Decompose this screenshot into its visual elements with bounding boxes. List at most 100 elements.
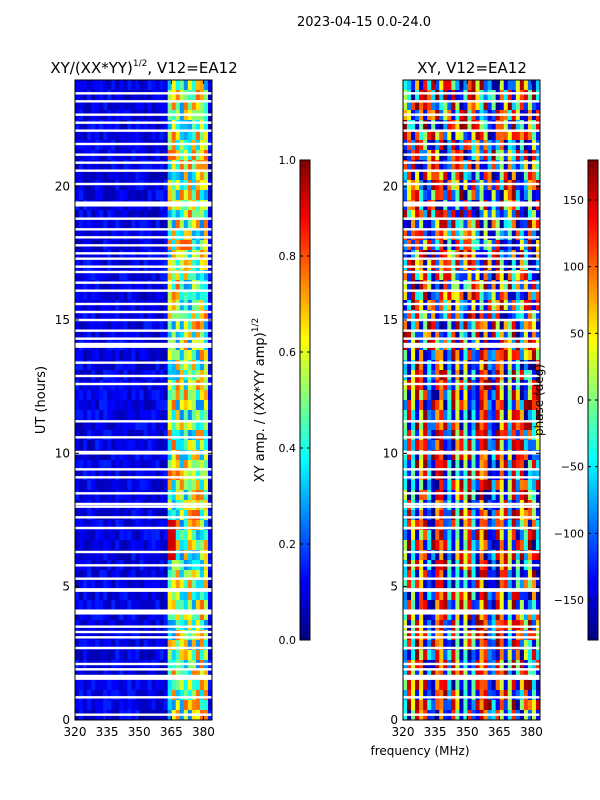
amplitude-cell bbox=[147, 480, 152, 491]
phase-cell bbox=[459, 590, 464, 601]
phase-cell bbox=[475, 350, 480, 361]
amplitude-cell bbox=[155, 550, 161, 561]
amplitude-cell bbox=[95, 440, 100, 451]
amplitude-cell bbox=[119, 580, 124, 591]
phase-cell bbox=[471, 540, 476, 551]
phase-cell bbox=[511, 540, 517, 551]
phase-cell bbox=[451, 220, 456, 231]
phase-cell bbox=[423, 120, 428, 131]
amplitude-cell bbox=[111, 630, 116, 641]
amplitude-cell bbox=[203, 360, 209, 371]
amplitude-cell bbox=[79, 510, 84, 521]
phase-cell bbox=[455, 690, 460, 701]
phase-cell bbox=[515, 300, 521, 311]
phase-cell bbox=[439, 630, 444, 641]
phase-cell bbox=[415, 130, 420, 141]
phase-cell bbox=[475, 650, 480, 661]
amplitude-cell bbox=[127, 470, 132, 481]
phase-cell bbox=[511, 470, 517, 481]
phase-cell bbox=[423, 400, 428, 411]
phase-cell bbox=[503, 500, 509, 511]
phase-cell bbox=[519, 570, 525, 581]
phase-flag-line bbox=[403, 630, 540, 634]
amplitude-cell bbox=[195, 360, 201, 371]
phase-flag-line bbox=[403, 612, 540, 615]
phase-cell bbox=[495, 90, 501, 101]
phase-cell bbox=[451, 130, 456, 141]
amplitude-cell bbox=[207, 490, 213, 501]
amplitude-cell bbox=[147, 630, 152, 641]
phase-cell bbox=[467, 470, 472, 481]
phase-cell bbox=[527, 620, 533, 631]
amplitude-cell bbox=[143, 230, 148, 241]
amplitude-cell bbox=[171, 630, 177, 641]
phase-cell bbox=[499, 630, 505, 641]
amplitude-cell bbox=[127, 580, 132, 591]
phase-cell bbox=[531, 330, 537, 341]
phase-cell bbox=[495, 300, 501, 311]
phase-cell bbox=[507, 350, 513, 361]
amplitude-cell bbox=[179, 490, 185, 501]
amplitude-cell bbox=[95, 270, 100, 281]
phase-cell bbox=[403, 680, 408, 691]
phase-cell bbox=[419, 320, 424, 331]
phase-cell bbox=[479, 700, 484, 711]
phase-cell bbox=[515, 90, 521, 101]
amplitude-cell bbox=[207, 470, 213, 481]
phase-cell bbox=[503, 250, 509, 261]
phase-cell bbox=[467, 490, 472, 501]
amplitude-cell bbox=[135, 250, 140, 261]
amplitude-cell bbox=[99, 500, 104, 511]
phase-cell bbox=[411, 570, 416, 581]
amplitude-cell bbox=[139, 170, 144, 181]
phase-cell bbox=[403, 100, 408, 111]
phase-cell bbox=[451, 530, 456, 541]
amplitude-cell bbox=[91, 520, 96, 531]
amplitude-cell bbox=[75, 590, 80, 601]
amplitude-cell bbox=[187, 440, 193, 451]
phase-cell bbox=[495, 430, 501, 441]
amplitude-cell bbox=[199, 420, 205, 431]
phase-cell bbox=[507, 600, 513, 611]
amplitude-cell bbox=[143, 90, 148, 101]
phase-cell bbox=[491, 520, 497, 531]
phase-cell bbox=[503, 270, 509, 281]
phase-cell bbox=[435, 590, 440, 601]
phase-cell bbox=[527, 190, 533, 201]
amplitude-cell bbox=[207, 390, 213, 401]
amplitude-cell bbox=[127, 630, 132, 641]
phase-cell bbox=[455, 170, 460, 181]
phase-cell bbox=[479, 320, 484, 331]
amplitude-cell bbox=[199, 430, 205, 441]
amplitude-cell bbox=[123, 290, 128, 301]
phase-cell bbox=[423, 630, 428, 641]
phase-cell bbox=[495, 640, 501, 651]
phase-cell bbox=[455, 630, 460, 641]
phase-cell bbox=[507, 640, 513, 651]
phase-flag-line bbox=[403, 182, 540, 186]
phase-cell bbox=[527, 360, 533, 371]
amplitude-cell bbox=[87, 290, 92, 301]
amplitude-cell bbox=[147, 520, 152, 531]
phase-cell bbox=[479, 520, 484, 531]
phase-cell bbox=[463, 310, 468, 321]
amplitude-cell bbox=[79, 250, 84, 261]
phase-flag-line bbox=[403, 252, 540, 255]
phase-flag-line bbox=[403, 302, 540, 306]
phase-cell bbox=[451, 620, 456, 631]
phase-cell bbox=[527, 410, 533, 421]
phase-cell bbox=[491, 570, 497, 581]
amplitude-cell bbox=[187, 280, 193, 291]
amplitude-cell bbox=[175, 570, 181, 581]
amplitude-cell bbox=[187, 170, 193, 181]
amplitude-cell bbox=[143, 690, 148, 701]
phase-cell bbox=[411, 540, 416, 551]
phase-cell bbox=[483, 620, 489, 631]
phase-cell bbox=[463, 470, 468, 481]
phase-cell bbox=[519, 300, 525, 311]
amplitude-cell bbox=[179, 460, 185, 471]
amplitude-cell bbox=[187, 540, 193, 551]
amplitude-colorbar: 0.00.20.40.60.81.0 XY amp. / (XX*YY amp)… bbox=[251, 154, 311, 647]
phase-cell bbox=[475, 170, 480, 181]
amplitude-cell bbox=[87, 260, 92, 271]
